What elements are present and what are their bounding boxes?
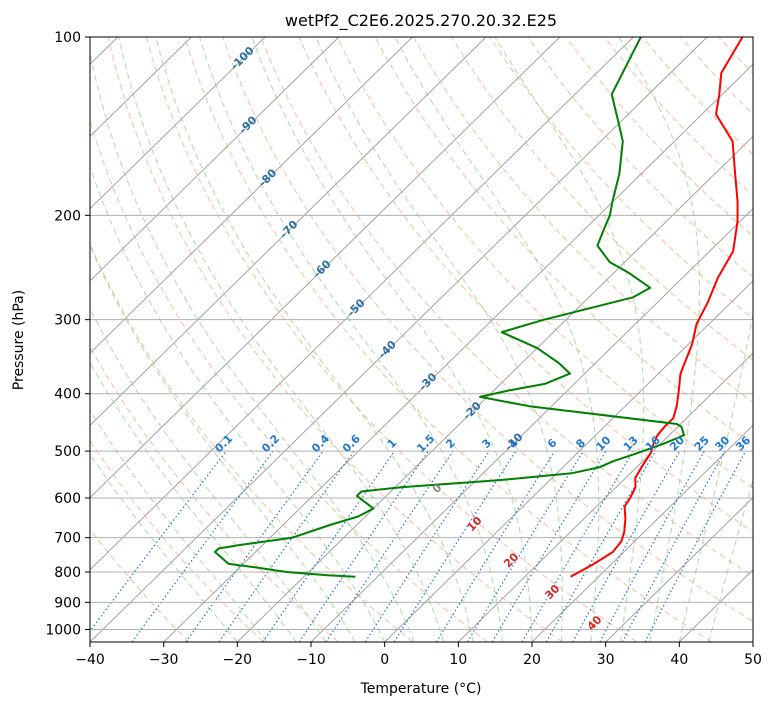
dry-adiabat-line <box>90 439 264 642</box>
x-tick-label: −40 <box>75 652 105 668</box>
y-tick-label: 500 <box>54 444 81 460</box>
isotherm-line <box>236 135 753 642</box>
y-axis-label: Pressure (hPa) <box>11 290 27 390</box>
moist-adiabat-line <box>494 37 645 642</box>
mixing-ratio-line <box>185 450 324 642</box>
isotherm-line <box>310 208 753 642</box>
isotherm-line <box>90 37 634 571</box>
moist-adiabat-line <box>90 361 297 642</box>
moist-adiabat-line <box>708 478 753 642</box>
y-tick-label: 700 <box>54 531 81 547</box>
x-tick-label: 50 <box>744 652 762 668</box>
moist-adiabat-line <box>199 37 503 642</box>
mixing-ratio-line <box>435 450 556 642</box>
y-tick-label: 1000 <box>45 622 81 638</box>
x-axis-label: Temperature (°C) <box>360 681 482 697</box>
mixing-ratio-line <box>90 450 227 633</box>
temperature-line <box>570 37 744 578</box>
dry-adiabat-line <box>90 119 488 642</box>
isotherm-line <box>605 496 753 642</box>
isotherm-line <box>90 37 487 426</box>
y-tick-label: 200 <box>54 208 81 224</box>
isotherm-line <box>90 37 708 642</box>
y-tick-label: 300 <box>54 313 81 329</box>
y-tick-label: 800 <box>54 565 81 581</box>
isotherm-line <box>531 424 753 642</box>
x-tick-label: 10 <box>449 652 467 668</box>
moist-adiabat-line <box>90 50 415 642</box>
dry-adiabat-line <box>90 345 339 642</box>
moist-adiabat-line <box>90 307 327 642</box>
dry-adiabat-line <box>489 37 753 320</box>
plot-frame <box>89 36 754 643</box>
x-tick-label: 0 <box>380 652 389 668</box>
mixing-ratio-line <box>298 450 429 642</box>
dry-adiabat-line <box>145 37 638 642</box>
mixing-ratio-line <box>393 450 517 642</box>
x-tick-label: 30 <box>597 652 615 668</box>
x-tick-label: −30 <box>149 652 179 668</box>
moist-adiabat-line <box>118 37 445 642</box>
y-tick-label: 400 <box>54 387 81 403</box>
moist-adiabat-line <box>90 244 356 642</box>
dry-adiabat-line <box>183 37 712 642</box>
background-lines <box>90 37 753 642</box>
mixing-ratio-line <box>466 450 584 642</box>
isotherm-line <box>90 37 266 210</box>
x-tick-label: −20 <box>223 652 253 668</box>
y-tick-label: 600 <box>54 491 81 507</box>
series-layer <box>214 37 744 578</box>
moist-adiabat-line <box>618 37 701 642</box>
x-tick-label: 20 <box>523 652 541 668</box>
mixing-ratio-line <box>599 450 705 642</box>
moist-adiabat-line <box>90 453 238 642</box>
moist-adiabat-line <box>315 37 563 642</box>
x-tick-label: 40 <box>670 652 688 668</box>
mixing-ratio-line <box>262 450 395 642</box>
chart-title: wetPf2_C2E6.2025.270.20.32.E25 <box>285 11 557 31</box>
dry-adiabat-line <box>412 37 753 403</box>
y-tick-label: 900 <box>54 595 81 611</box>
mixing-ratio-line <box>364 450 490 642</box>
axis-ticks: −40 −30 −20 −10 0 10 20 30 40 50 100 200 300 400 500 60… <box>45 30 762 668</box>
dewpoint-line <box>214 37 685 578</box>
dry-adiabat-line <box>222 37 753 623</box>
y-tick-label: 100 <box>54 30 81 46</box>
dry-adiabat-line <box>90 242 414 642</box>
dry-adiabat-line <box>260 37 753 577</box>
mixing-ratio-line <box>621 450 726 642</box>
isotherm-line <box>90 37 413 354</box>
dry-adiabat-line <box>374 37 753 446</box>
dry-adiabat-line <box>107 37 563 642</box>
mixing-ratio-line <box>131 450 274 642</box>
mixing-ratio-line <box>325 450 454 642</box>
moist-adiabat-line <box>90 409 268 642</box>
mixing-ratio-line <box>218 450 355 642</box>
moist-adiabat-line <box>678 37 753 642</box>
moist-adiabat-line <box>155 37 474 642</box>
isotherm-line <box>457 352 753 642</box>
mixing-ratio-line <box>572 450 681 642</box>
dry-adiabat-line <box>298 37 753 533</box>
isotherm-line <box>90 37 340 282</box>
x-tick-label: −10 <box>296 652 326 668</box>
dry-adiabat-line <box>451 37 753 361</box>
moist-adiabat-line <box>394 37 600 642</box>
isotherm-line <box>90 37 561 499</box>
dry-adiabat-line <box>336 37 753 489</box>
moist-adiabat-line <box>251 37 533 642</box>
